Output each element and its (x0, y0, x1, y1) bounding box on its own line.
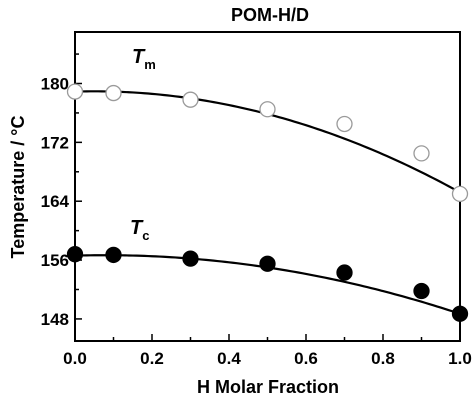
series-label-tc-name: T (130, 217, 144, 239)
data-point-tm (259, 101, 276, 118)
fit-curves (74, 90, 461, 315)
data-point-tc (182, 250, 199, 267)
x-axis-label: H Molar Fraction (197, 377, 339, 397)
data-point-tc (413, 282, 430, 300)
data-point-tc (66, 246, 84, 263)
x-tick-label: 0.0 (63, 349, 87, 368)
y-tick-label: 148 (41, 310, 69, 329)
x-tick-label: 0.6 (294, 349, 318, 368)
data-point-tc (105, 246, 122, 264)
data-point-tc (451, 305, 469, 322)
series-label-tm-subscript: m (144, 57, 156, 72)
data-point-tm (413, 145, 430, 162)
y-tick-label: 180 (41, 75, 69, 94)
x-tick-label: 1.0 (448, 349, 472, 368)
x-tick-label: 0.4 (217, 349, 241, 368)
data-point-tc (259, 255, 276, 272)
y-axis-label: Temperature / °C (8, 116, 28, 259)
plot-frame (74, 31, 461, 342)
series-label-tc-subscript: c (142, 228, 149, 243)
x-tick-label: 0.2 (140, 349, 164, 368)
y-axis-ticks: 148 156 164 172 180 (41, 53, 82, 329)
series-label-tc: Tc (130, 217, 149, 243)
chart-title: POM-H/D (231, 5, 309, 25)
x-axis-ticks: 0.0 0.2 0.4 0.6 0.8 1.0 (63, 334, 472, 368)
series-label-tm-name: T (132, 46, 146, 68)
data-points (66, 83, 469, 322)
y-tick-label: 156 (41, 251, 69, 270)
x-tick-label: 0.8 (371, 349, 395, 368)
y-tick-label: 164 (41, 192, 70, 211)
data-point-tm (182, 91, 199, 108)
data-point-tm (105, 84, 122, 102)
y-tick-label: 172 (41, 133, 69, 152)
data-point-tm (66, 83, 84, 100)
series-label-tm: Tm (132, 46, 156, 72)
data-point-tc (336, 264, 353, 281)
data-point-tm (336, 115, 353, 133)
data-point-tm (451, 185, 469, 203)
